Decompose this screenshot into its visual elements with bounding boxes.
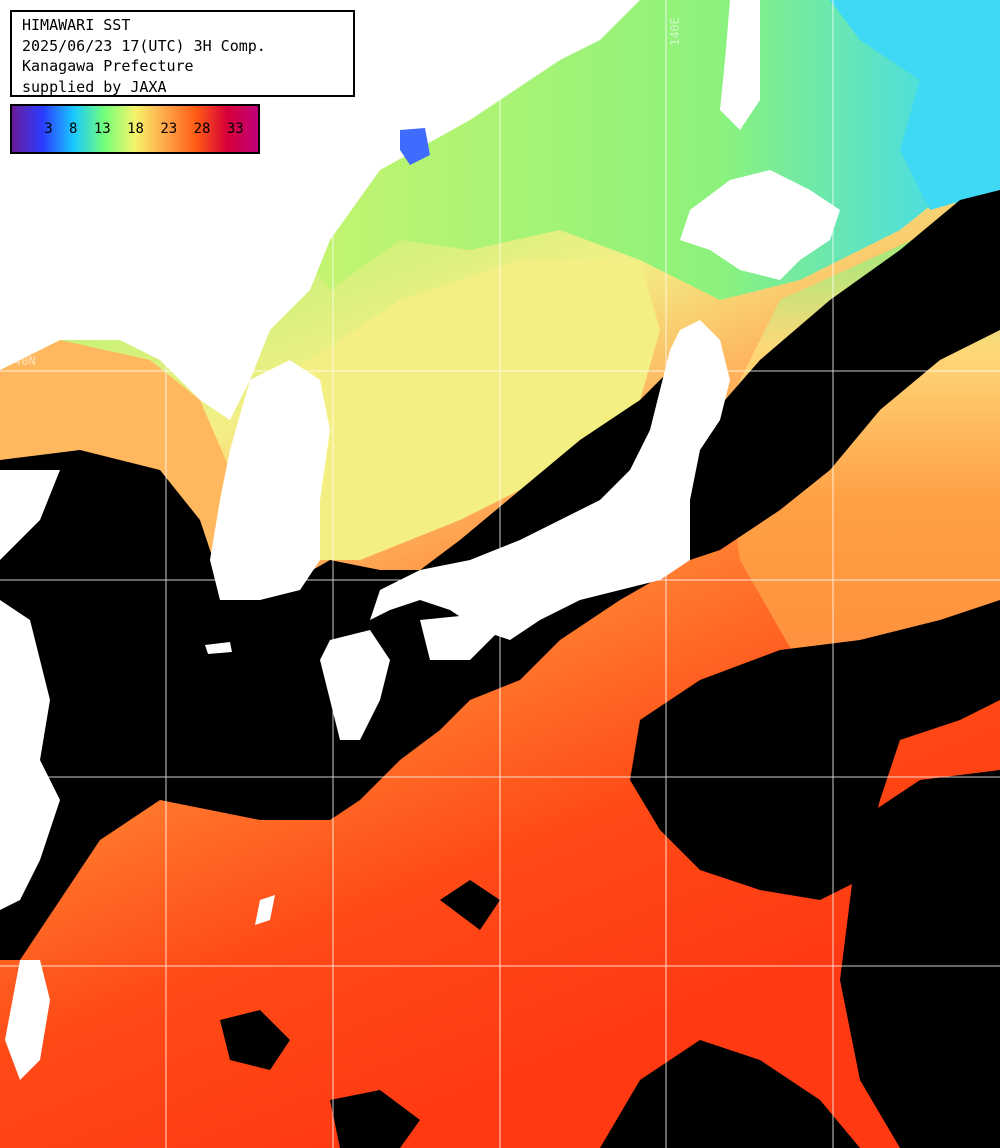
legend-tick: 8 (69, 121, 78, 137)
legend-tick: 13 (93, 121, 111, 137)
map-info-box: HIMAWARI SST 2025/06/23 17(UTC) 3H Comp.… (10, 10, 355, 97)
cloud-patch-south (330, 1090, 420, 1148)
land-taiwan (5, 960, 50, 1080)
land-okinawa (255, 895, 275, 925)
land-china-south (0, 600, 60, 910)
land-kyushu (320, 630, 390, 740)
land-sakhalin (720, 0, 760, 130)
info-title: HIMAWARI SST (22, 16, 131, 34)
cloud-southeast (840, 770, 1000, 1148)
info-timestamp: 2025/06/23 17(UTC) 3H Comp. (22, 36, 266, 55)
land-korea (210, 360, 330, 600)
cloud-south (600, 1040, 860, 1148)
latitude-label-40n: 40N (14, 354, 36, 368)
japan-sea-region (280, 260, 660, 560)
land-shikoku (420, 615, 500, 660)
cloud-patch-mid (220, 1010, 290, 1070)
cloud-band-northeast (690, 190, 1000, 560)
info-region: Kanagawa Prefecture (22, 57, 194, 75)
legend-tick: 3 (44, 121, 53, 137)
land-hokkaido (680, 170, 840, 280)
legend-tick: 18 (127, 121, 144, 137)
legend-tick: 23 (160, 121, 178, 137)
longitude-label-140e: 140E (668, 17, 682, 46)
land-honshu (370, 320, 730, 640)
legend-tick: 28 (193, 121, 211, 137)
info-source: supplied by JAXA (22, 77, 167, 96)
cloud-patch-small (440, 880, 500, 930)
temperature-color-legend: 3 8 13 18 23 28 33 (10, 104, 260, 154)
legend-tick: 33 (226, 121, 244, 137)
latitude-label-30n: 30N (20, 760, 42, 774)
cloud-eddy-east (630, 600, 1000, 900)
land-china-coast (0, 470, 60, 560)
okhotsk-cold-water (830, 0, 1000, 210)
land-jeju (205, 642, 232, 654)
land-island-north (400, 128, 430, 165)
legend-tick-labels: 3 8 13 18 23 28 33 (12, 106, 258, 152)
